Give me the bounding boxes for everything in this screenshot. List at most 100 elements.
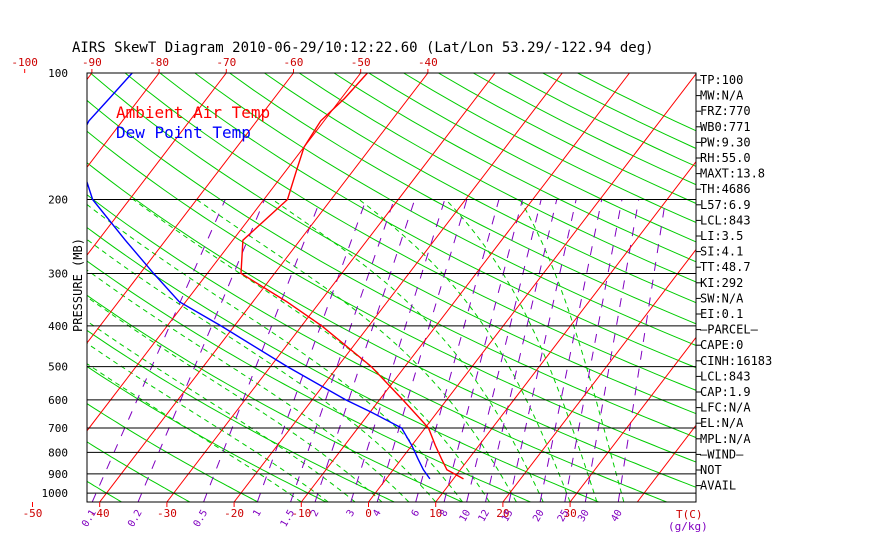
- mixing-ratio-line: [466, 199, 542, 502]
- stability-index-label: CAP:1.9: [700, 385, 751, 399]
- bottom-temp-tick-label: -20: [224, 507, 244, 520]
- dry-adiabat-line: [87, 403, 259, 502]
- moist-adiabat-line: [87, 363, 302, 502]
- mixing-ratio-line: [290, 199, 395, 502]
- isotherm-line: [300, 73, 630, 502]
- stability-index-label: KI:292: [700, 276, 743, 290]
- stability-index-label: NOT: [700, 463, 722, 477]
- moist-adiabat-line: [87, 238, 437, 502]
- moist-adiabat-line: [196, 199, 517, 502]
- stability-index-label: LI:3.5: [700, 229, 743, 243]
- moist-adiabat-line: [133, 199, 490, 502]
- mixing-ratio-tick-label: 12: [477, 508, 493, 524]
- plot-frame: [86, 72, 697, 503]
- stability-index-label: MW:N/A: [700, 89, 744, 103]
- stability-index-label: TT:48.7: [700, 260, 751, 274]
- bottom-temp-ticks: -50 -40 -30 -20 -10 0 10 20 30: [23, 502, 577, 520]
- top-temp-tick-label: -100: [11, 56, 38, 69]
- dry-adiabat-line: [124, 73, 696, 391]
- legend-dew-point-temp: Dew Point Temp: [116, 123, 251, 142]
- stability-index-label: LCL:843: [700, 369, 751, 383]
- dry-adiabat-line: [194, 73, 696, 346]
- mixing-ratio-tick-label: 6: [410, 508, 423, 519]
- moist-adiabat-line: [272, 199, 544, 502]
- top-temp-tick-label: -80: [149, 56, 169, 69]
- top-temp-tick-label: -40: [418, 56, 438, 69]
- pressure-tick-label: 500: [48, 361, 68, 374]
- series-line-dew-point-temp: [87, 73, 431, 480]
- dry-adiabat-line: [87, 441, 191, 502]
- series: [87, 73, 464, 480]
- top-temp-tick-label: -90: [82, 56, 102, 69]
- bottom-temp-tick-label: 0: [365, 507, 372, 520]
- stability-index-label: MAXT:13.8: [700, 167, 765, 181]
- stability-index-label: CAPE:0: [700, 338, 743, 352]
- mixing-ratio-line: [584, 199, 640, 502]
- dry-adiabat-line: [89, 73, 696, 415]
- mixing-ratio-line: [508, 199, 577, 502]
- stability-index-label: —WIND—: [700, 447, 744, 461]
- stability-index-label: SI:4.1: [700, 245, 743, 259]
- dry-adiabat-line: [298, 73, 696, 283]
- temp-unit-label: T(C): [676, 508, 703, 521]
- bottom-temp-tick-label: 20: [496, 507, 509, 520]
- dry-adiabat-line: [87, 480, 122, 502]
- isotherm-line: [87, 73, 227, 256]
- legend-ambient-air-temp: Ambient Air Temp: [116, 103, 270, 122]
- bottom-temp-tick-label: -30: [157, 507, 177, 520]
- isobars: [87, 73, 696, 494]
- top-temp-tick-label: -60: [284, 56, 304, 69]
- stability-index-label: MPL:N/A: [700, 432, 751, 446]
- stability-index-label: L57:6.9: [700, 198, 751, 212]
- moist-adiabats: [87, 199, 625, 502]
- bottom-temp-tick-label: 30: [563, 507, 576, 520]
- dry-adiabat-line: [403, 73, 696, 224]
- mixing-ratio-tick-label: 1: [251, 508, 264, 519]
- stability-index-label: FRZ:770: [700, 104, 751, 118]
- mixing-ratio-line: [137, 199, 266, 502]
- mixing-ratio-tick-label: 0.5: [192, 508, 211, 529]
- top-temp-tick-label: -70: [216, 56, 236, 69]
- stability-index-label: SW:N/A: [700, 291, 744, 305]
- mixing-ratio-line: [485, 199, 558, 502]
- pressure-tick-label: 100: [48, 67, 68, 80]
- bottom-temp-tick-label: -50: [23, 507, 43, 520]
- isotherm-line: [502, 248, 696, 502]
- moist-adiabat-line: [519, 199, 625, 502]
- series-line-ambient-air-temp: [240, 73, 464, 480]
- mixing-ratio-line: [564, 199, 623, 502]
- stability-index-label: CINH:16183: [700, 354, 772, 368]
- dry-adiabat-line: [87, 130, 696, 463]
- moist-adiabat-line: [87, 342, 329, 502]
- dry-adiabat-line: [87, 226, 599, 502]
- isotherm-line: [569, 336, 696, 502]
- mixing-ratio-line: [539, 199, 603, 502]
- mixing-ratio-line: [376, 199, 468, 502]
- pressure-tick-label: 200: [48, 193, 68, 206]
- dry-adiabat-line: [264, 73, 696, 304]
- stability-index-label: PW:9.30: [700, 135, 751, 149]
- dry-adiabat-line: [87, 194, 667, 502]
- pressure-tick-label: 800: [48, 446, 68, 459]
- pressure-tick-label: 700: [48, 422, 68, 435]
- top-temp-tick-label: -50: [351, 56, 371, 69]
- dry-adiabat-line: [438, 73, 696, 204]
- mixing-ratio-tick-label: 4: [371, 508, 384, 519]
- chart-title: AIRS SkewT Diagram 2010-06-29/10:12:22.6…: [72, 40, 654, 56]
- stability-index-label: TH:4686: [700, 182, 751, 196]
- moist-adiabat-line: [358, 199, 571, 502]
- mixing-ratio-line: [617, 199, 667, 502]
- mixing-ratio-lines: [91, 199, 667, 502]
- isotherm-line: [233, 73, 563, 502]
- pressure-tick-label: 900: [48, 468, 68, 481]
- mixing-ratio-tick-label: 15: [500, 508, 516, 524]
- dry-adiabat-line: [87, 365, 327, 502]
- stability-index-label: EI:0.1: [700, 307, 743, 321]
- mixing-ratio-tick-label: 8: [438, 508, 451, 519]
- dry-adiabat-line: [0, 73, 54, 502]
- dry-adiabat-line: [87, 294, 463, 502]
- mixing-ratio-tick-label: 10: [458, 508, 474, 524]
- isotherm-line: [87, 73, 294, 344]
- dry-adiabat-line: [333, 73, 696, 263]
